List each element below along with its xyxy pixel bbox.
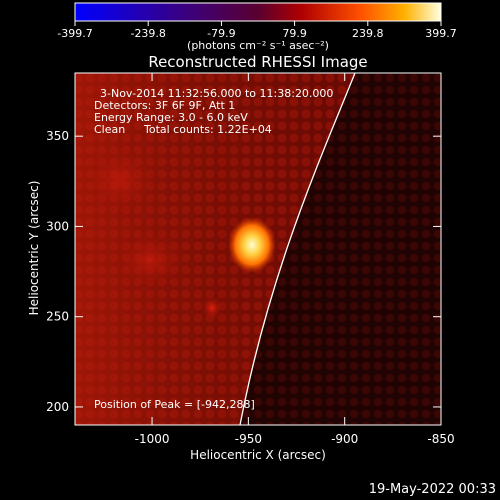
plot-frame <box>74 72 442 426</box>
colorbar-tick-label: 399.7 <box>425 27 457 40</box>
x-tick-label: -950 <box>235 432 262 446</box>
info-detectors: Detectors: 3F 6F 9F, Att 1 <box>94 99 235 112</box>
solar-limb <box>239 73 356 425</box>
rhessi-image <box>75 73 441 425</box>
y-tick-label: 200 <box>46 400 69 414</box>
colorbar-tick-label: -79.9 <box>207 27 235 40</box>
x-axis: -1000 -950 -900 -850 <box>135 73 455 446</box>
x-tick-label: -900 <box>331 432 358 446</box>
y-tick-label: 350 <box>46 129 69 143</box>
colorbar <box>74 2 442 22</box>
colorbar-tick-label: 79.9 <box>282 27 307 40</box>
info-time-range: 3-Nov-2014 11:32:56.000 to 11:38:20.000 <box>100 87 333 100</box>
info-total-counts: Total counts: 1.22E+04 <box>143 123 272 136</box>
colorbar-ticks: -399.7 -239.8 -79.9 79.9 239.8 399.7 <box>57 21 457 40</box>
y-tick-label: 250 <box>46 310 69 324</box>
plot-title: Reconstructed RHESSI Image <box>148 53 367 71</box>
info-energy-range: Energy Range: 3.0 - 6.0 keV <box>94 111 248 124</box>
x-tick-label: -1000 <box>135 432 170 446</box>
colorbar-units: (photons cm⁻² s⁻¹ asec⁻²) <box>187 39 329 52</box>
colorbar-tick-label: 239.8 <box>352 27 384 40</box>
colorbar-tick-label: -399.7 <box>57 27 92 40</box>
colorbar-tick-label: -239.8 <box>130 27 165 40</box>
peak-source <box>228 217 276 273</box>
y-axis-label: Heliocentric Y (arcsec) <box>27 181 41 316</box>
x-axis-label: Heliocentric X (arcsec) <box>190 448 326 462</box>
x-tick-label: -850 <box>427 432 454 446</box>
info-method: Clean <box>94 123 125 136</box>
timestamp: 19-May-2022 00:33 <box>368 482 496 497</box>
y-tick-label: 300 <box>46 219 69 233</box>
y-axis: 200 250 300 350 <box>46 129 441 414</box>
peak-position: Position of Peak = [-942,288] <box>94 398 255 411</box>
